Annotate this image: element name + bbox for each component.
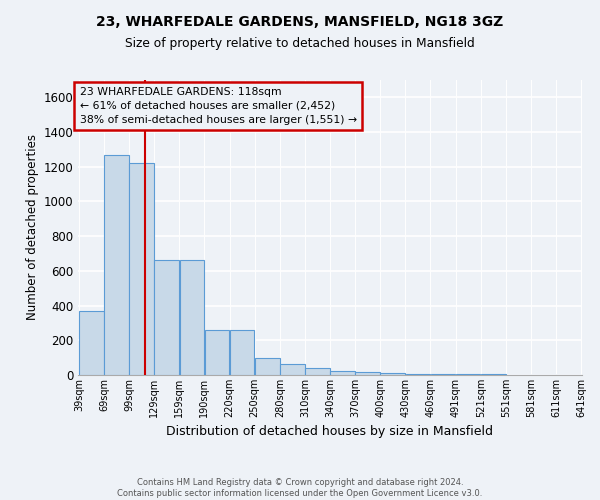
Bar xyxy=(330,370,355,375)
Bar xyxy=(456,374,481,375)
Bar xyxy=(129,164,154,375)
Bar xyxy=(79,311,104,375)
Text: 23, WHARFEDALE GARDENS, MANSFIELD, NG18 3GZ: 23, WHARFEDALE GARDENS, MANSFIELD, NG18 … xyxy=(97,15,503,29)
Text: Size of property relative to detached houses in Mansfield: Size of property relative to detached ho… xyxy=(125,38,475,51)
Bar xyxy=(104,154,129,375)
Bar xyxy=(380,374,405,375)
Bar xyxy=(230,330,254,375)
Y-axis label: Number of detached properties: Number of detached properties xyxy=(26,134,39,320)
Bar xyxy=(305,368,330,375)
Bar xyxy=(154,260,179,375)
Text: 23 WHARFEDALE GARDENS: 118sqm
← 61% of detached houses are smaller (2,452)
38% o: 23 WHARFEDALE GARDENS: 118sqm ← 61% of d… xyxy=(80,87,357,125)
Bar xyxy=(481,374,506,375)
Bar xyxy=(406,374,430,375)
Text: Contains HM Land Registry data © Crown copyright and database right 2024.
Contai: Contains HM Land Registry data © Crown c… xyxy=(118,478,482,498)
X-axis label: Distribution of detached houses by size in Mansfield: Distribution of detached houses by size … xyxy=(167,426,493,438)
Bar xyxy=(355,372,380,375)
Bar xyxy=(179,260,204,375)
Bar xyxy=(431,374,455,375)
Bar xyxy=(280,364,305,375)
Bar xyxy=(255,358,280,375)
Bar xyxy=(205,330,229,375)
